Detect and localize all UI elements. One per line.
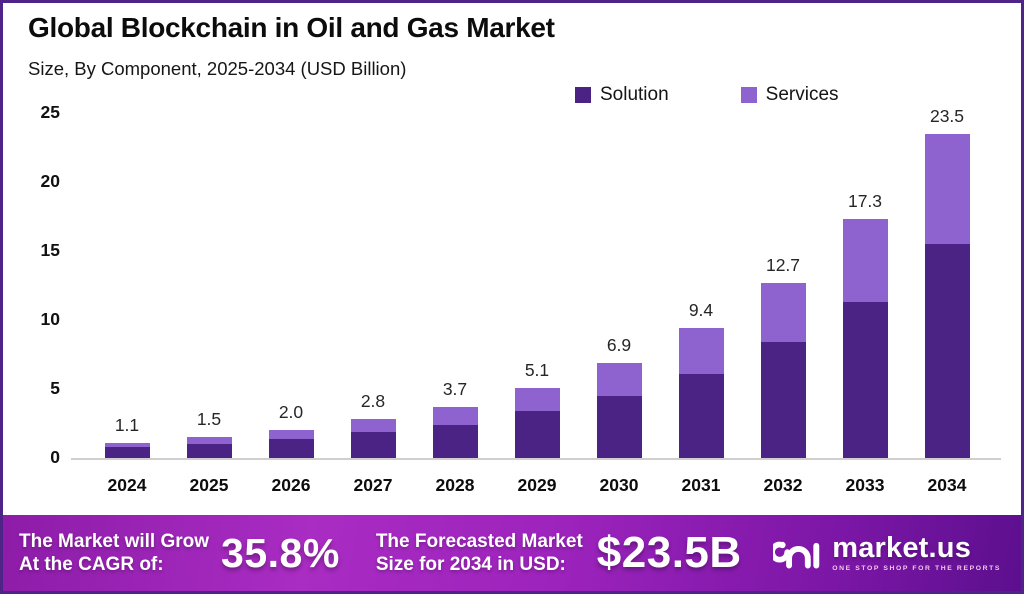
- bar-2029: [514, 387, 560, 458]
- bar-segment-services: [760, 282, 806, 343]
- y-axis-label: 25: [40, 102, 60, 122]
- x-axis-label: 2027: [353, 475, 393, 495]
- bar-segment-solution: [514, 411, 560, 458]
- bar-2027: [350, 419, 396, 458]
- bar-value-label: 3.7: [442, 378, 468, 399]
- services-swatch-icon: [740, 87, 757, 103]
- bar-segment-solution: [104, 446, 150, 458]
- x-axis-label: 2032: [763, 475, 803, 495]
- bar-segment-services: [104, 442, 150, 447]
- y-axis-label: 5: [50, 378, 60, 398]
- page-title: Global Blockchain in Oil and Gas Market: [28, 12, 555, 43]
- bar-value-label: 23.5: [929, 105, 965, 126]
- bar-2034: [924, 133, 970, 458]
- brand-name: market.us: [832, 531, 972, 564]
- marketus-logo-icon: [773, 541, 820, 569]
- brand-tagline: ONE STOP SHOP FOR THE REPORTS: [832, 564, 1001, 572]
- y-axis-label: 0: [50, 447, 60, 467]
- bar-segment-solution: [760, 342, 806, 458]
- bar-segment-services: [924, 133, 970, 245]
- bar-segment-solution: [596, 395, 642, 458]
- x-axis-label: 2034: [927, 475, 967, 495]
- y-axis-label: 15: [40, 240, 60, 260]
- bar-segment-services: [268, 430, 314, 439]
- bar-segment-solution: [678, 373, 724, 458]
- brand-text: market.us ONE STOP SHOP FOR THE REPORTS: [832, 531, 1001, 573]
- bar-value-label: 1.5: [196, 409, 222, 430]
- cagr-label-line1: The Market will Grow: [19, 530, 210, 552]
- bar-segment-services: [186, 437, 232, 445]
- x-axis-line: [71, 458, 1001, 460]
- chart-section: Global Blockchain in Oil and Gas Market …: [3, 3, 1021, 515]
- bar-2028: [432, 406, 478, 458]
- bar-2025: [186, 437, 232, 458]
- bar-segment-services: [432, 406, 478, 425]
- cagr-value: 35.8%: [221, 529, 340, 576]
- bar-value-label: 2.0: [278, 402, 304, 423]
- legend-label: Services: [765, 84, 839, 105]
- marketus-logo: market.us ONE STOP SHOP FOR THE REPORTS: [773, 531, 1001, 575]
- chart-subtitle: Size, By Component, 2025-2034 (USD Billi…: [28, 58, 407, 79]
- legend-label: Solution: [600, 84, 669, 105]
- forecast-label-line2: Size for 2034 in USD:: [375, 554, 566, 575]
- bar-segment-services: [678, 328, 724, 374]
- bar-segment-services: [842, 219, 888, 303]
- bar-segment-solution: [432, 424, 478, 458]
- bar-value-label: 5.1: [524, 359, 550, 380]
- y-axis-label: 10: [40, 309, 60, 329]
- forecast-label-line1: The Forecasted Market: [375, 530, 583, 552]
- bar-segment-solution: [842, 302, 888, 458]
- cagr-label-line2: At the CAGR of:: [19, 554, 164, 575]
- footer-banner: The Market will Grow At the CAGR of: 35.…: [3, 515, 1021, 591]
- bar-2024: [104, 442, 150, 458]
- legend-item-services: Services: [740, 84, 839, 106]
- x-axis-label: 2025: [189, 475, 229, 495]
- bar-value-label: 17.3: [847, 191, 883, 212]
- bar-value-label: 2.8: [360, 391, 386, 412]
- bar-segment-services: [514, 387, 560, 412]
- x-axis-label: 2029: [517, 475, 557, 495]
- x-axis-label: 2031: [681, 475, 721, 495]
- solution-swatch-icon: [575, 87, 591, 103]
- x-axis-label: 2024: [107, 475, 147, 495]
- x-axis-label: 2026: [271, 475, 311, 495]
- bar-value-label: 1.1: [114, 414, 140, 435]
- legend-item-solution: Solution: [575, 84, 669, 106]
- x-axis-label: 2028: [435, 475, 475, 495]
- bar-2033: [842, 219, 888, 458]
- forecast-value: $23.5B: [596, 528, 742, 577]
- bar-segment-services: [596, 362, 642, 396]
- bar-2031: [678, 328, 724, 458]
- bar-segment-solution: [186, 444, 232, 458]
- bar-value-label: 12.7: [765, 254, 801, 275]
- x-axis-label: 2033: [845, 475, 885, 495]
- chart-legend: Solution Services: [575, 84, 839, 106]
- bar-segment-solution: [350, 431, 396, 458]
- bar-segment-solution: [924, 244, 970, 458]
- y-axis-label: 20: [40, 171, 60, 191]
- bar-2030: [596, 362, 642, 458]
- forecast-label: The Forecasted Market Size for 2034 in U…: [376, 530, 583, 576]
- bar-segment-solution: [268, 438, 314, 458]
- bar-2032: [760, 282, 806, 458]
- bar-2026: [268, 430, 314, 458]
- bar-value-label: 6.9: [606, 334, 632, 355]
- bar-segment-services: [350, 419, 396, 432]
- bar-value-label: 9.4: [688, 300, 714, 321]
- x-axis-label: 2030: [599, 475, 639, 495]
- cagr-label: The Market will Grow At the CAGR of:: [19, 530, 209, 576]
